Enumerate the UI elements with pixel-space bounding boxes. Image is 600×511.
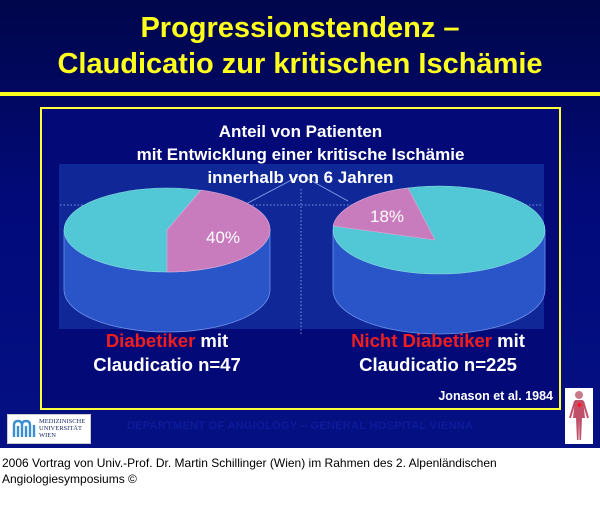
title-line-1: Progressionstendenz – xyxy=(140,12,460,44)
slide: Progressionstendenz – Claudicatio zur kr… xyxy=(0,0,600,448)
subtitle-line-1: Anteil von Patienten xyxy=(218,122,383,141)
footer-credit: 2006 Vortrag von Univ.-Prof. Dr. Martin … xyxy=(2,455,598,487)
label-diabetiker-n: Claudicatio n=47 xyxy=(93,354,241,375)
logo-text-line-2: UNIVERSITÄT xyxy=(39,424,82,432)
pie-diabetiker: 40% xyxy=(63,187,271,333)
source-citation: Jonason et al. 1984 xyxy=(438,389,553,403)
connector-left xyxy=(243,174,302,206)
logo-text-line-3: WIEN xyxy=(39,431,56,439)
slide-title: Progressionstendenz – Claudicatio zur kr… xyxy=(0,10,600,82)
title-divider xyxy=(0,92,600,96)
pie-nicht-diabetiker: 18% xyxy=(332,185,546,335)
pie-right-percent: 18% xyxy=(370,207,404,226)
label-nicht-diabetiker-n: Claudicatio n=225 xyxy=(359,354,517,375)
chart-subtitle: Anteil von Patienten mit Entwicklung ein… xyxy=(42,120,559,189)
label-diabetiker-mit: mit xyxy=(195,330,229,351)
chart-frame: 40% 18% Anteil von Patienten mit Entwick… xyxy=(40,107,561,410)
meduni-wien-logo: MEDIZINISCHE UNIVERSITÄT WIEN xyxy=(7,414,91,444)
label-nicht-diabetiker: Nicht Diabetiker mit Claudicatio n=225 xyxy=(308,329,568,377)
slice-18-percent xyxy=(332,187,436,241)
label-nicht-diabetiker-mit: mit xyxy=(491,330,525,351)
circulatory-system-figure xyxy=(565,388,593,444)
logo-text-line-1: MEDIZINISCHE xyxy=(39,418,86,425)
department-label: DEPARTMENT OF ANGIOLOGY – GENERAL HOSPIT… xyxy=(126,420,474,432)
label-nicht-diabetiker-highlight: Nicht Diabetiker xyxy=(351,330,492,351)
title-line-2: Claudicatio zur kritischen Ischämie xyxy=(57,48,543,80)
label-diabetiker: Diabetiker mit Claudicatio n=47 xyxy=(37,329,297,377)
footer-line-2: Angiologiesymposiums © xyxy=(2,472,137,486)
label-diabetiker-highlight: Diabetiker xyxy=(105,330,196,351)
pie-left-percent: 40% xyxy=(206,228,240,247)
connector-right xyxy=(300,174,349,202)
slice-40-percent xyxy=(166,189,271,273)
human-body-icon xyxy=(569,391,589,440)
subtitle-line-3: innerhalb von 6 Jahren xyxy=(207,168,394,187)
footer-line-1: 2006 Vortrag von Univ.-Prof. Dr. Martin … xyxy=(2,456,497,470)
meduni-logo-icon xyxy=(12,419,36,437)
subtitle-line-2: mit Entwicklung einer kritische Ischämie xyxy=(136,145,465,164)
pie-charts: 40% 18% xyxy=(60,174,546,335)
logo-text: MEDIZINISCHE UNIVERSITÄT WIEN xyxy=(39,418,86,439)
